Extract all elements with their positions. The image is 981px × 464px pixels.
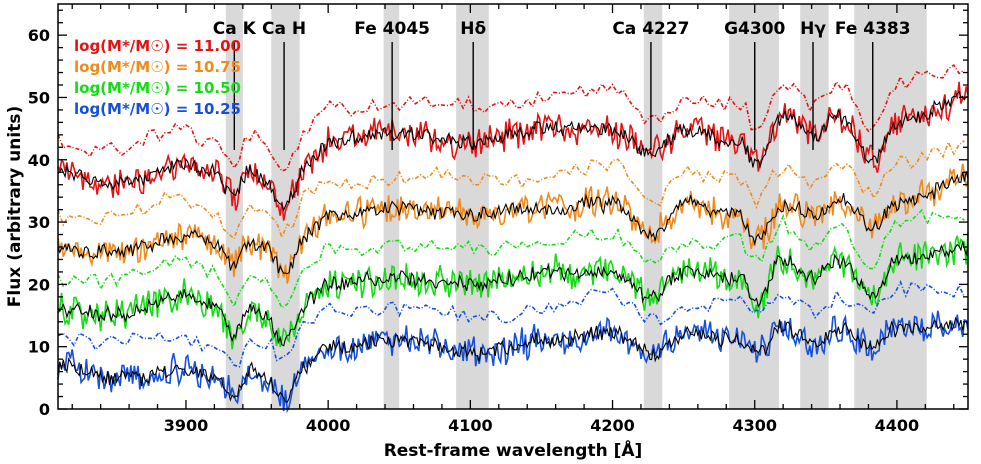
series-3-model (57, 316, 969, 403)
band-label-0: Ca K (213, 19, 257, 39)
x-tick-label: 4200 (590, 416, 635, 435)
x-tick-label: 4000 (306, 416, 351, 435)
series-0-model (57, 90, 969, 212)
series-2-continuum (57, 208, 965, 309)
series-1 (57, 140, 969, 284)
x-axis-label: Rest-frame wavelength [Å] (384, 438, 643, 461)
x-tick-label: 3900 (164, 416, 209, 435)
series-2 (57, 208, 969, 350)
y-tick-label: 30 (28, 213, 50, 232)
x-tick-label: 4400 (875, 416, 920, 435)
series-0-continuum (57, 63, 965, 172)
band-0 (225, 4, 243, 409)
x-tick-label: 4100 (448, 416, 493, 435)
series-0 (57, 63, 969, 221)
plot-frame (57, 3, 969, 410)
spectra-series (57, 63, 969, 414)
line-labels: Ca K Ca H Fe 4045 Hδ Ca 4227 G4300 Hγ Fe 4383 (213, 19, 911, 150)
y-tick-label: 10 (28, 338, 50, 357)
band-label-3: Hδ (460, 19, 486, 39)
y-axis-label: Flux (arbitrary units) (5, 106, 25, 307)
legend-entry-1: log(M*/M☉) = 10.75 (74, 58, 241, 76)
series-3 (57, 280, 969, 414)
legend: log(M*/M☉) = 11.00 log(M*/M☉) = 10.75 log(… (74, 37, 241, 118)
legend-entry-0: log(M*/M☉) = 11.00 (74, 37, 241, 55)
y-tick-label: 50 (28, 88, 50, 107)
y-tick-label: 20 (28, 275, 50, 294)
band-label-6: Hγ (800, 19, 826, 39)
series-3-continuum (57, 280, 966, 368)
band-label-1: Ca H (262, 19, 306, 39)
series-1-observed (57, 163, 969, 284)
series-1-model (57, 171, 969, 275)
series-2-model (57, 241, 969, 347)
band-label-7: Fe 4383 (835, 19, 911, 39)
band-label-2: Fe 4045 (354, 19, 430, 39)
legend-entry-2: log(M*/M☉) = 10.50 (74, 79, 241, 97)
series-1-continuum (57, 140, 965, 241)
band-label-5: G4300 (724, 19, 785, 39)
y-tick-label: 0 (39, 400, 50, 419)
band-4 (643, 4, 663, 409)
x-tick-label: 4300 (732, 416, 777, 435)
y-tick-label: 40 (28, 151, 50, 170)
legend-entry-3: log(M*/M☉) = 10.25 (74, 100, 241, 118)
band-label-4: Ca 4227 (612, 19, 689, 39)
series-3-observed (57, 310, 969, 414)
y-axis: 0 10 20 30 40 50 60 (28, 9, 968, 419)
y-tick-label: 60 (28, 26, 50, 45)
x-axis: 3900 4000 4100 4200 4300 4400 (71, 4, 955, 435)
